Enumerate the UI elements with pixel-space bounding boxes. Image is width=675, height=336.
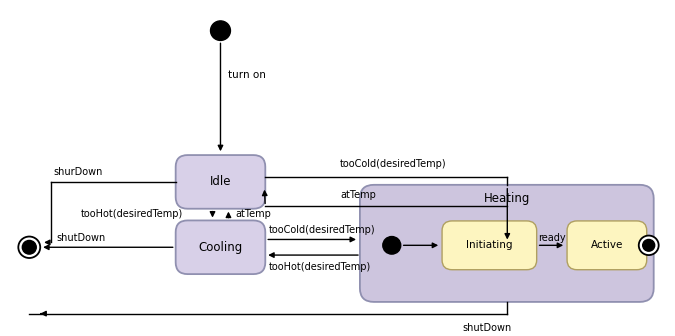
- Circle shape: [18, 237, 40, 258]
- FancyBboxPatch shape: [442, 221, 537, 270]
- Text: Initiating: Initiating: [466, 240, 512, 250]
- Text: shutDown: shutDown: [56, 233, 105, 243]
- Text: Cooling: Cooling: [198, 241, 242, 254]
- Circle shape: [22, 241, 36, 254]
- Circle shape: [211, 21, 230, 40]
- FancyBboxPatch shape: [360, 185, 653, 302]
- Text: ready: ready: [538, 233, 565, 243]
- Text: atTemp: atTemp: [236, 209, 271, 219]
- Text: shutDown: shutDown: [462, 323, 512, 333]
- Text: atTemp: atTemp: [340, 190, 376, 200]
- FancyBboxPatch shape: [176, 155, 265, 209]
- Text: shurDown: shurDown: [53, 167, 103, 177]
- Text: Active: Active: [591, 240, 623, 250]
- Text: turn on: turn on: [228, 70, 267, 80]
- FancyBboxPatch shape: [567, 221, 647, 270]
- Circle shape: [643, 240, 655, 251]
- FancyBboxPatch shape: [176, 220, 265, 274]
- Text: tooHot(desiredTemp): tooHot(desiredTemp): [81, 209, 184, 219]
- Text: Heating: Heating: [483, 192, 530, 205]
- Text: tooCold(desiredTemp): tooCold(desiredTemp): [340, 159, 447, 169]
- Circle shape: [383, 237, 401, 254]
- Text: tooCold(desiredTemp): tooCold(desiredTemp): [268, 225, 375, 235]
- Text: tooHot(desiredTemp): tooHot(desiredTemp): [268, 262, 371, 272]
- Circle shape: [639, 236, 659, 255]
- Text: Idle: Idle: [210, 175, 232, 188]
